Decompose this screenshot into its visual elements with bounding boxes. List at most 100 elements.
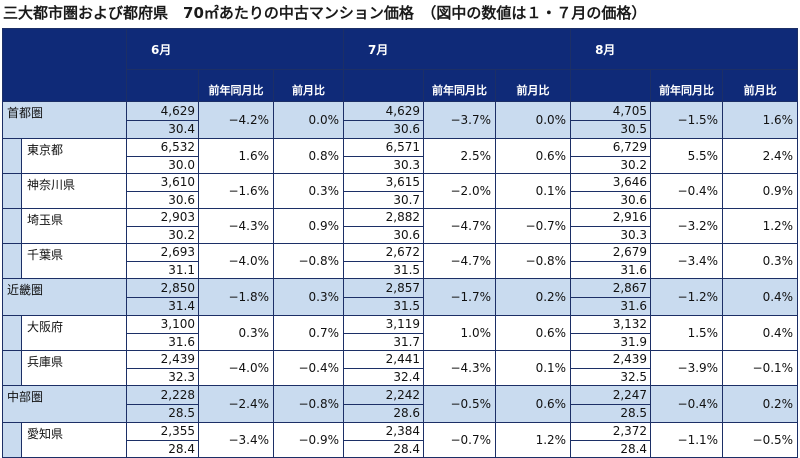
month-header: 7月 <box>343 28 572 70</box>
corner-cell <box>2 28 127 102</box>
price-cell: 2,441 32.4 <box>343 350 425 386</box>
price-value: 3,132 <box>571 317 650 334</box>
price-value: 3,100 <box>127 317 198 334</box>
mom-value: 0.7% <box>272 315 345 351</box>
mom-value: 1.2% <box>495 422 572 458</box>
price-header <box>343 69 425 102</box>
price-cell: 6,729 30.2 <box>570 138 652 174</box>
month-header: 6月 <box>125 28 345 70</box>
age-value: 28.4 <box>393 442 421 456</box>
mom-value: −0.4% <box>272 350 345 386</box>
price-value: 2,384 <box>344 424 423 441</box>
yoy-value: −4.3% <box>423 350 497 386</box>
price-cell: 2,850 31.4 <box>126 278 199 316</box>
yoy-value: −4.0% <box>198 350 274 386</box>
age-value: 30.0 <box>168 158 195 172</box>
age-value: 30.3 <box>620 228 648 242</box>
price-cell: 3,100 31.6 <box>126 315 199 351</box>
price-value: 2,857 <box>344 280 423 298</box>
age-value: 30.6 <box>168 193 195 207</box>
yoy-value: −1.8% <box>198 278 274 316</box>
price-table: 6月 7月 8月 前年同月比 前月比 前年同月比 前月比 前年同月比 前月比 首… <box>2 28 799 458</box>
price-cell: 2,355 28.4 <box>126 422 199 458</box>
mom-value: 0.9% <box>272 208 345 244</box>
mom-value: 0.0% <box>495 101 572 139</box>
mom-value: 0.3% <box>722 243 799 279</box>
prefecture-name: 埼玉県 <box>22 209 126 243</box>
indent-spacer <box>3 139 22 173</box>
price-value: 4,629 <box>344 103 423 121</box>
mom-value: −0.1% <box>722 350 799 386</box>
mom-value: −0.8% <box>272 385 345 423</box>
prefecture-row: 兵庫県 2,439 32.3 −4.0% −0.4% 2,441 32.4 −4.3% 0.1%… <box>2 350 799 386</box>
prefecture-cell: 千葉県 <box>2 243 127 279</box>
price-value: 3,646 <box>571 175 650 192</box>
yoy-value: −0.4% <box>650 385 724 423</box>
mom-value: 1.6% <box>722 101 799 139</box>
price-cell: 2,372 28.4 <box>570 422 652 458</box>
age-value: 32.5 <box>620 370 648 384</box>
yoy-value: 5.5% <box>650 138 724 174</box>
mom-value: 0.2% <box>722 385 799 423</box>
price-value: 2,679 <box>571 245 650 262</box>
indent-spacer <box>3 244 22 278</box>
month-header: 8月 <box>570 28 799 70</box>
price-value: 6,571 <box>344 140 423 157</box>
yoy-value: −3.7% <box>423 101 497 139</box>
region-name: 近畿圏 <box>2 278 127 316</box>
yoy-value: 2.5% <box>423 138 497 174</box>
price-cell: 3,132 31.9 <box>570 315 652 351</box>
yoy-value: −3.4% <box>198 422 274 458</box>
table-body: 首都圏 4,629 30.4 −4.2% 0.0% 4,629 30.6 −3.7% 0.0% 4… <box>2 101 799 458</box>
yoy-value: 1.0% <box>423 315 497 351</box>
age-value: 28.5 <box>620 406 648 420</box>
mom-value: −0.5% <box>722 422 799 458</box>
age-value: 30.5 <box>620 122 648 136</box>
prefecture-row: 神奈川県 3,610 30.6 −1.6% 0.3% 3,615 30.7 −2.0% 0.1%… <box>2 173 799 209</box>
age-value: 30.6 <box>393 122 421 136</box>
region-row: 近畿圏 2,850 31.4 −1.8% 0.3% 2,857 31.5 −1.7% 0.2% 2… <box>2 278 799 316</box>
prefecture-name: 神奈川県 <box>22 174 126 208</box>
price-value: 2,247 <box>571 387 650 405</box>
region-row: 首都圏 4,629 30.4 −4.2% 0.0% 4,629 30.6 −3.7% 0.0% 4… <box>2 101 799 139</box>
yoy-value: −2.0% <box>423 173 497 209</box>
mom-value: 0.1% <box>495 350 572 386</box>
prefecture-row: 愛知県 2,355 28.4 −3.4% −0.9% 2,384 28.4 −0.7% 1.2%… <box>2 422 799 458</box>
age-value: 31.6 <box>620 299 648 313</box>
age-value: 31.5 <box>393 299 421 313</box>
age-value: 32.4 <box>393 370 421 384</box>
age-value: 30.2 <box>168 228 195 242</box>
yoy-value: −3.4% <box>650 243 724 279</box>
yoy-value: 1.5% <box>650 315 724 351</box>
mom-value: −0.8% <box>495 243 572 279</box>
price-value: 6,532 <box>127 140 198 157</box>
mom-value: 0.0% <box>272 101 345 139</box>
mom-value: −0.7% <box>495 208 572 244</box>
price-value: 2,850 <box>127 280 198 298</box>
price-value: 2,441 <box>344 352 423 369</box>
price-cell: 2,672 31.5 <box>343 243 425 279</box>
price-value: 3,610 <box>127 175 198 192</box>
mom-header: 前月比 <box>495 69 572 102</box>
price-value: 6,729 <box>571 140 650 157</box>
price-cell: 2,439 32.5 <box>570 350 652 386</box>
yoy-value: −4.0% <box>198 243 274 279</box>
price-value: 2,672 <box>344 245 423 262</box>
mom-header: 前月比 <box>722 69 799 102</box>
price-value: 4,705 <box>571 103 650 121</box>
yoy-value: −4.7% <box>423 243 497 279</box>
prefecture-row: 埼玉県 2,903 30.2 −4.3% 0.9% 2,882 30.6 −4.7% −0.7%… <box>2 208 799 244</box>
mom-value: 0.6% <box>495 138 572 174</box>
price-cell: 6,571 30.3 <box>343 138 425 174</box>
price-value: 2,867 <box>571 280 650 298</box>
mom-value: −0.9% <box>272 422 345 458</box>
price-cell: 4,705 30.5 <box>570 101 652 139</box>
price-value: 2,903 <box>127 210 198 227</box>
prefecture-row: 大阪府 3,100 31.6 0.3% 0.7% 3,119 31.7 1.0% 0.6% 3,1… <box>2 315 799 351</box>
price-cell: 2,228 28.5 <box>126 385 199 423</box>
mom-value: 0.1% <box>495 173 572 209</box>
price-cell: 3,119 31.7 <box>343 315 425 351</box>
price-cell: 2,384 28.4 <box>343 422 425 458</box>
age-value: 31.1 <box>168 263 195 277</box>
age-value: 31.6 <box>168 335 195 349</box>
